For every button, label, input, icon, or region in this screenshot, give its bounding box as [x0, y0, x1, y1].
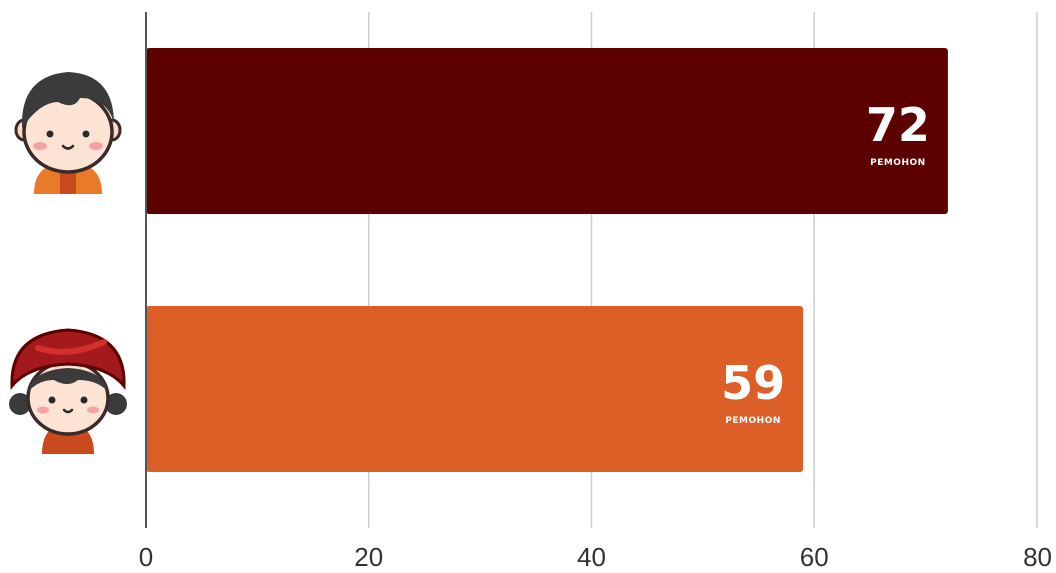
- value-labels: 72 PEMOHON 59 PEMOHON: [721, 98, 930, 426]
- data-label-unit: PEMOHON: [725, 416, 781, 426]
- x-tick-label: 40: [577, 542, 606, 572]
- bar-boy: [146, 48, 948, 214]
- girl-avatar-icon: [9, 328, 127, 454]
- data-label-value: 59: [721, 356, 785, 410]
- x-tick-label: 0: [139, 542, 153, 572]
- x-axis-tick-labels: 0 20 40 60 80: [139, 542, 1052, 572]
- x-tick-label: 20: [354, 542, 383, 572]
- data-label-unit: PEMOHON: [870, 158, 926, 168]
- x-tick-label: 60: [800, 542, 829, 572]
- bar-girl: [146, 306, 804, 472]
- x-tick-label: 80: [1023, 542, 1052, 572]
- data-label-value: 72: [866, 98, 930, 152]
- bars: [146, 48, 948, 472]
- boy-avatar-icon: [14, 72, 122, 194]
